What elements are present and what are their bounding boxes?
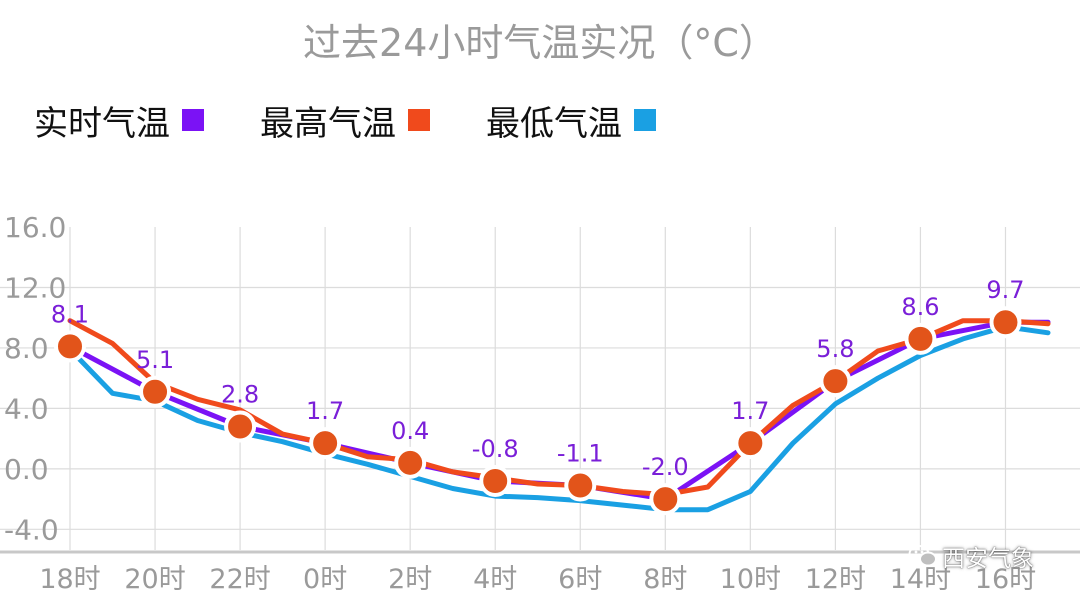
x-tick-label: 4时 bbox=[473, 564, 517, 595]
y-tick-label: -4.0 bbox=[4, 513, 59, 546]
legend-label-min: 最低气温 bbox=[486, 103, 622, 144]
y-tick-label: 16.0 bbox=[4, 211, 66, 244]
wechat-icon bbox=[908, 545, 937, 567]
legend-item-min: 最低气温 bbox=[486, 98, 656, 144]
x-tick-label: 2时 bbox=[388, 564, 432, 595]
y-tick-label: 12.0 bbox=[4, 271, 66, 304]
x-tick-label: 6时 bbox=[558, 564, 602, 595]
series-line-current bbox=[67, 319, 1051, 502]
data-label: 8.6 bbox=[901, 293, 939, 321]
data-label: 9.7 bbox=[986, 276, 1024, 304]
data-label: 8.1 bbox=[51, 300, 89, 328]
series-line-max bbox=[67, 318, 1051, 498]
data-point bbox=[394, 446, 427, 479]
x-axis-ticks: 18时 20时 22时 0时 2时 4时 6时 8时 10时 12时 14时 16时 bbox=[39, 564, 1036, 595]
data-label: 2.8 bbox=[221, 381, 259, 409]
x-tick-label: 18时 bbox=[39, 564, 100, 595]
x-tick-label: 0时 bbox=[303, 564, 347, 595]
series-lines bbox=[67, 318, 1051, 513]
data-label: 0.4 bbox=[391, 417, 429, 445]
data-point bbox=[139, 375, 172, 408]
data-point bbox=[479, 464, 512, 497]
data-point bbox=[309, 427, 342, 460]
watermark-text: 西安气象 bbox=[942, 546, 1034, 572]
x-tick-label: 16时 bbox=[975, 564, 1036, 595]
y-tick-label: 4.0 bbox=[4, 392, 49, 425]
x-tick-label: 12时 bbox=[805, 564, 866, 595]
data-point bbox=[649, 483, 682, 516]
data-label: 1.7 bbox=[306, 397, 344, 425]
legend-item-current: 实时气温 bbox=[34, 98, 204, 144]
data-point bbox=[224, 410, 257, 443]
data-point bbox=[904, 322, 937, 355]
data-label: 1.7 bbox=[731, 397, 769, 425]
legend-swatch-max bbox=[408, 109, 430, 131]
data-label: -1.1 bbox=[557, 439, 604, 467]
data-point bbox=[819, 365, 852, 398]
chart-title: 过去24小时气温实况（°C） bbox=[303, 21, 777, 65]
data-label: 5.8 bbox=[816, 335, 854, 363]
data-label: -0.8 bbox=[472, 435, 519, 463]
watermark: 西安气象 bbox=[908, 536, 1058, 576]
x-tick-label: 22时 bbox=[209, 564, 270, 595]
data-markers bbox=[54, 306, 1022, 516]
legend-swatch-min bbox=[634, 109, 656, 131]
y-tick-label: 8.0 bbox=[4, 332, 49, 365]
data-point bbox=[54, 330, 86, 363]
y-axis-ticks: 16.0 12.0 8.0 4.0 0.0 -4.0 bbox=[4, 211, 66, 546]
legend-label-max: 最高气温 bbox=[260, 103, 396, 144]
data-label: 5.1 bbox=[136, 346, 174, 374]
data-point bbox=[989, 306, 1022, 339]
legend-label-current: 实时气温 bbox=[34, 103, 170, 144]
x-tick-label: 14时 bbox=[890, 564, 951, 595]
data-point bbox=[734, 427, 767, 460]
data-label: -2.0 bbox=[642, 453, 689, 481]
data-point bbox=[564, 469, 597, 502]
y-tick-label: 0.0 bbox=[4, 453, 49, 486]
x-tick-label: 20时 bbox=[124, 564, 185, 595]
legend-swatch-current bbox=[182, 109, 204, 131]
x-tick-label: 10时 bbox=[720, 564, 781, 595]
x-tick-label: 8时 bbox=[643, 564, 687, 595]
legend-item-max: 最高气温 bbox=[260, 98, 430, 144]
data-labels: 8.1 5.1 2.8 1.7 0.4 -0.8 -1.1 -2.0 1.7 5.8 8.6 9.7 bbox=[51, 276, 1025, 481]
